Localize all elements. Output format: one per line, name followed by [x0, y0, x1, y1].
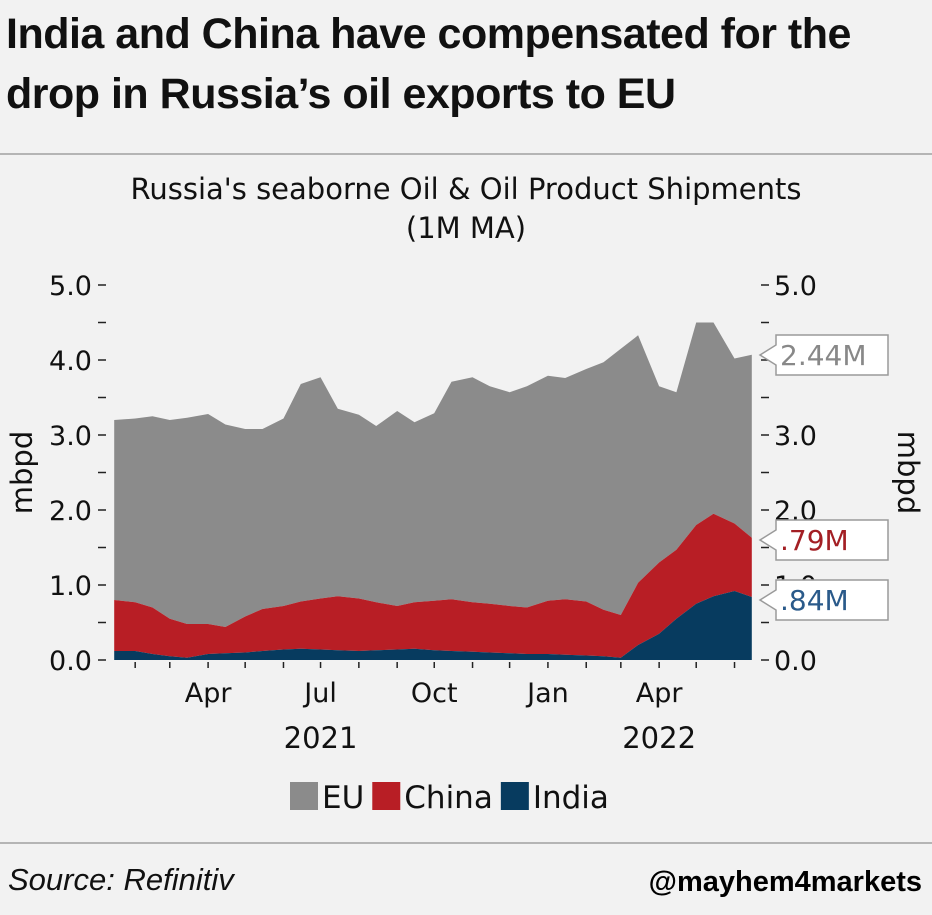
y-axis-title-left: mbpd: [5, 431, 39, 514]
end-label-eu: 2.44M: [780, 339, 867, 372]
y-tick-label-left: 4.0: [49, 346, 92, 377]
y-tick-label-left: 3.0: [49, 421, 92, 452]
area-china: [114, 513, 752, 658]
y-tick-label-left: 2.0: [49, 496, 92, 527]
end-label-box-india: [758, 579, 889, 621]
legend-label-india: India: [533, 780, 609, 816]
y-tick-label-left: 0.0: [49, 646, 92, 677]
x-tick-label: Apr: [636, 678, 684, 709]
end-label-box-china: [758, 519, 889, 561]
end-label-china: .79M: [780, 524, 849, 557]
area-eu: [114, 322, 752, 627]
headline: India and China have compensated for the…: [6, 10, 851, 118]
area-india: [114, 591, 752, 660]
bottom-divider: [0, 842, 932, 844]
x-tick-label: Jul: [302, 678, 337, 709]
y-tick-label-right: 5.0: [774, 271, 817, 302]
legend-label-eu: EU: [322, 780, 364, 816]
author-handle: @mayhem4markets: [648, 866, 922, 898]
y-tick-label-left: 5.0: [49, 271, 92, 302]
legend-swatch-china: [372, 782, 401, 810]
legend-swatch-eu: [290, 782, 318, 810]
chart-title-line-1: Russia's seaborne Oil & Oil Product Ship…: [130, 172, 802, 206]
chart-title: Russia's seaborne Oil & Oil Product Ship…: [0, 170, 932, 248]
end-label-india: .84M: [780, 584, 849, 617]
y-axis-title-right: mbpd: [891, 431, 925, 514]
legend-swatch-india: [500, 782, 529, 810]
x-tick-label: Apr: [185, 678, 233, 709]
x-tick-label: Oct: [411, 678, 458, 709]
x-tick-label: Jan: [525, 678, 569, 709]
chart-title-line-2: (1M MA): [405, 211, 527, 245]
x-year-label: 2022: [622, 721, 696, 755]
legend-label-china: China: [404, 780, 493, 816]
top-divider: [0, 153, 932, 155]
x-year-label: 2021: [284, 721, 358, 755]
y-tick-label-right: 0.0: [774, 646, 817, 677]
y-tick-label-left: 1.0: [49, 571, 92, 602]
y-tick-label-right: 3.0: [774, 421, 817, 452]
stacked-area-chart: 0.00.01.01.02.02.03.03.04.04.05.05.0mbpd…: [5, 271, 925, 816]
source-note: Source: Refinitiv: [8, 862, 234, 897]
end-label-box-eu: [758, 334, 889, 376]
